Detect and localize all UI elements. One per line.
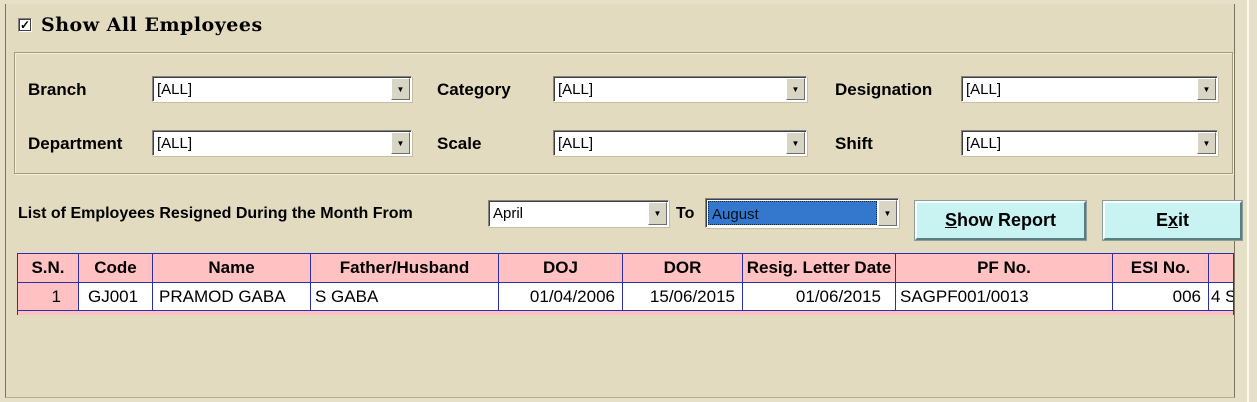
table-next-row-sliver [18, 311, 1233, 315]
department-value: [ALL] [157, 135, 193, 152]
department-dropdown[interactable]: [ALL] ▼ [152, 130, 412, 156]
column-header-pf-no[interactable]: PF No. [896, 254, 1113, 283]
category-label: Category [437, 80, 511, 99]
branch-label: Branch [28, 80, 87, 99]
branch-value: [ALL] [157, 81, 193, 98]
column-header-sn[interactable]: S.N. [18, 254, 79, 283]
scale-value: [ALL] [558, 135, 594, 152]
designation-dropdown[interactable]: [ALL] ▼ [961, 76, 1218, 102]
show-report-rest: how Report [957, 210, 1056, 230]
show-report-button[interactable]: Show Report [914, 200, 1087, 241]
from-month-value: April [493, 205, 524, 222]
column-header-name[interactable]: Name [153, 254, 311, 283]
exit-pre: E [1155, 210, 1168, 230]
cell-pf-no: SAGPF001/0013 [896, 283, 1113, 311]
category-dropdown[interactable]: [ALL] ▼ [553, 76, 807, 102]
column-header-code[interactable]: Code [79, 254, 153, 283]
cell-esi-no: 006 [1113, 283, 1209, 311]
chevron-down-icon[interactable]: ▼ [1197, 78, 1216, 100]
filters-groupbox [14, 52, 1233, 174]
show-all-employees-checkbox[interactable]: ✓ [18, 18, 32, 32]
chevron-down-icon[interactable]: ▼ [786, 132, 805, 154]
chevron-down-icon[interactable]: ▼ [878, 200, 897, 226]
cell-resig-letter-date: 01/06/2015 [743, 283, 896, 311]
designation-label: Designation [835, 80, 933, 99]
column-header-dor[interactable]: DOR [623, 254, 743, 283]
from-month-dropdown[interactable]: April ▼ [488, 200, 669, 227]
show-all-employees-row: ✓ Show All Employees [18, 14, 263, 36]
column-header-doj[interactable]: DOJ [499, 254, 623, 283]
cell-doj: 01/04/2006 [499, 283, 623, 311]
column-header-father-husband[interactable]: Father/Husband [311, 254, 499, 283]
department-label: Department [28, 134, 123, 153]
cell-sn: 1 [18, 283, 79, 311]
shift-label: Shift [835, 134, 873, 153]
column-header-esi-no[interactable]: ESI No. [1113, 254, 1209, 283]
branch-dropdown[interactable]: [ALL] ▼ [152, 76, 412, 102]
chevron-down-icon[interactable]: ▼ [391, 132, 410, 154]
shift-value: [ALL] [966, 135, 1002, 152]
cell-clipped: 4 S [1209, 283, 1233, 311]
to-label: To [676, 205, 695, 222]
show-all-employees-label: Show All Employees [41, 14, 263, 36]
table-row[interactable]: 1 GJ001 PRAMOD GABA S GABA 01/04/2006 15… [18, 283, 1233, 311]
resigned-period-label: List of Employees Resigned During the Mo… [18, 205, 413, 222]
cell-code: GJ001 [79, 283, 153, 311]
chevron-down-icon[interactable]: ▼ [648, 202, 667, 225]
chevron-down-icon[interactable]: ▼ [786, 78, 805, 100]
shift-dropdown[interactable]: [ALL] ▼ [961, 130, 1218, 156]
chevron-down-icon[interactable]: ▼ [391, 78, 410, 100]
category-value: [ALL] [558, 81, 594, 98]
chevron-down-icon[interactable]: ▼ [1197, 132, 1216, 154]
employees-table: S.N. Code Name Father/Husband DOJ DOR Re… [17, 253, 1234, 315]
table-header-row: S.N. Code Name Father/Husband DOJ DOR Re… [18, 254, 1233, 283]
window-edge-highlight [1247, 0, 1249, 402]
cell-name: PRAMOD GABA [153, 283, 311, 311]
designation-value: [ALL] [966, 81, 1002, 98]
exit-rest: it [1178, 210, 1190, 230]
exit-mnemonic: x [1168, 210, 1179, 230]
scale-label: Scale [437, 134, 482, 153]
to-month-value: August [708, 201, 877, 225]
to-month-dropdown[interactable]: August ▼ [705, 198, 899, 228]
column-header-clipped[interactable] [1209, 254, 1233, 283]
cell-dor: 15/06/2015 [623, 283, 743, 311]
cell-father-husband: S GABA [311, 283, 499, 311]
show-report-mnemonic: S [944, 210, 957, 230]
column-header-resig-letter-date[interactable]: Resig. Letter Date [743, 254, 896, 283]
scale-dropdown[interactable]: [ALL] ▼ [553, 130, 807, 156]
exit-button[interactable]: Exit [1102, 200, 1243, 241]
